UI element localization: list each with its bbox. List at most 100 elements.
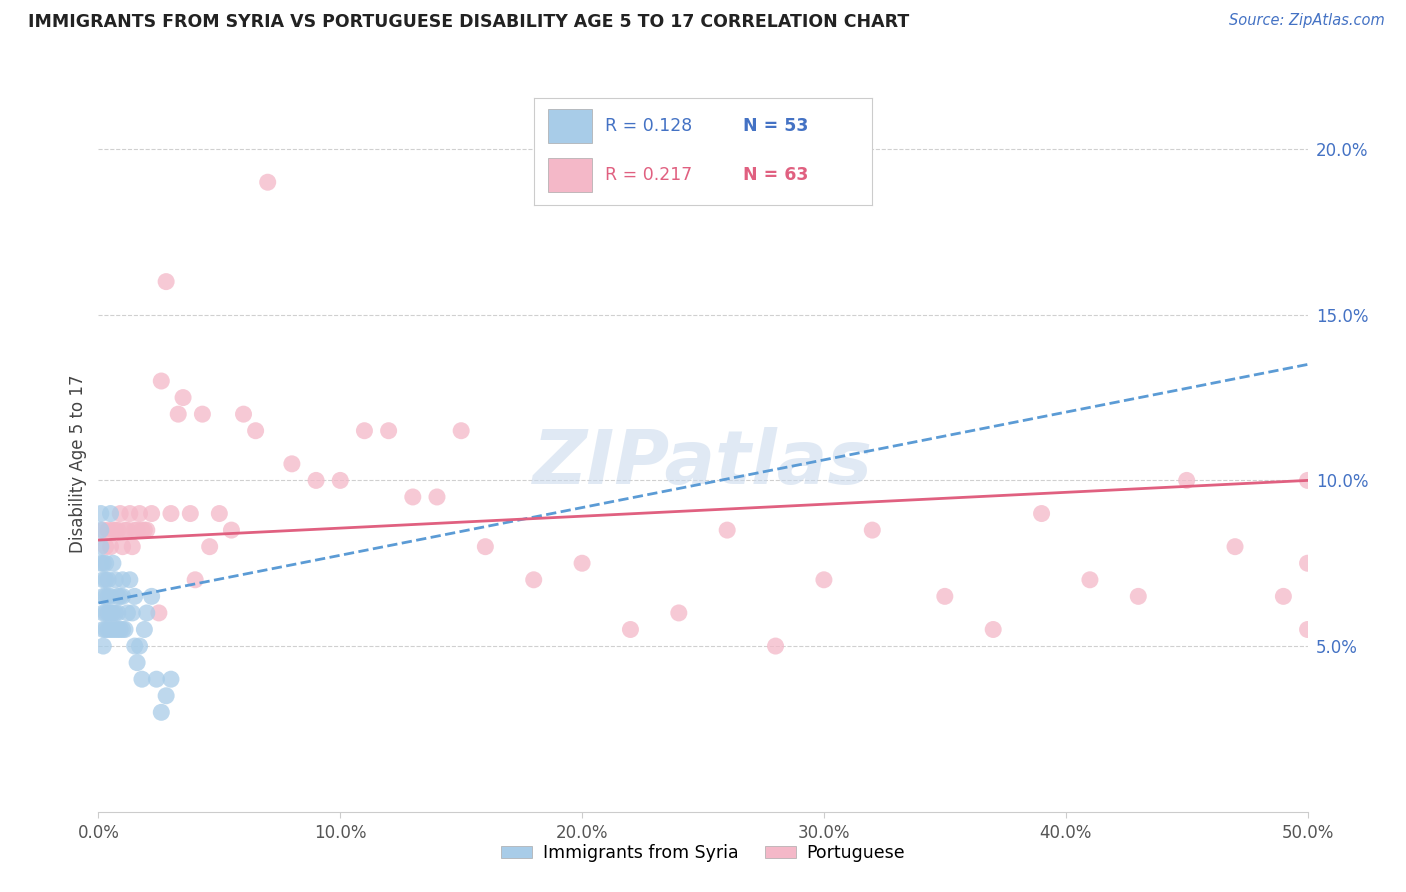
Point <box>145 672 167 686</box>
Point <box>716 523 738 537</box>
Point <box>104 523 127 537</box>
Point <box>107 590 129 604</box>
Point <box>91 623 114 637</box>
Point <box>90 523 112 537</box>
Point <box>108 623 131 637</box>
Point <box>160 672 183 686</box>
Y-axis label: Disability Age 5 to 17: Disability Age 5 to 17 <box>69 375 87 553</box>
Text: N = 63: N = 63 <box>744 166 808 184</box>
Point <box>329 474 352 488</box>
Point <box>208 507 231 521</box>
Point <box>474 540 496 554</box>
Point <box>934 590 956 604</box>
Point <box>90 540 112 554</box>
Point <box>127 523 149 537</box>
Point <box>256 175 278 189</box>
Point <box>668 606 690 620</box>
Point <box>426 490 449 504</box>
Point <box>108 590 131 604</box>
Point <box>124 523 146 537</box>
Point <box>111 540 134 554</box>
Point <box>101 606 124 620</box>
Point <box>107 523 129 537</box>
Point <box>221 523 243 537</box>
Point <box>141 590 163 604</box>
Point <box>134 523 156 537</box>
Point <box>232 407 254 421</box>
Point <box>100 606 122 620</box>
Text: Source: ZipAtlas.com: Source: ZipAtlas.com <box>1229 13 1385 29</box>
Point <box>104 573 127 587</box>
Point <box>97 623 120 637</box>
Point <box>101 523 124 537</box>
Point <box>155 275 177 289</box>
Point <box>150 374 173 388</box>
Point <box>91 523 114 537</box>
Point <box>117 606 139 620</box>
Text: N = 53: N = 53 <box>744 117 808 135</box>
Point <box>198 540 221 554</box>
Point <box>127 656 149 670</box>
Point <box>97 606 120 620</box>
Point <box>1296 474 1319 488</box>
Point <box>94 623 117 637</box>
Point <box>150 706 173 720</box>
Point <box>1031 507 1053 521</box>
Text: R = 0.217: R = 0.217 <box>605 166 692 184</box>
Point <box>619 623 641 637</box>
Point <box>981 623 1004 637</box>
Point <box>97 590 120 604</box>
Point <box>94 590 117 604</box>
Point <box>94 606 117 620</box>
Point <box>245 424 267 438</box>
Point <box>179 507 201 521</box>
Point <box>107 623 129 637</box>
Point <box>91 639 114 653</box>
Point <box>118 573 141 587</box>
Point <box>160 507 183 521</box>
Point <box>107 606 129 620</box>
Point <box>111 623 134 637</box>
Point <box>148 606 170 620</box>
Point <box>121 540 143 554</box>
Point <box>101 623 124 637</box>
Point <box>111 573 134 587</box>
Point <box>131 672 153 686</box>
Point <box>135 606 157 620</box>
Point <box>353 424 375 438</box>
Point <box>571 556 593 570</box>
Point <box>450 424 472 438</box>
Point <box>90 556 112 570</box>
Point <box>101 556 124 570</box>
Point <box>184 573 207 587</box>
Point <box>100 507 122 521</box>
Point <box>305 474 328 488</box>
Point <box>117 523 139 537</box>
Point <box>90 507 112 521</box>
Point <box>104 623 127 637</box>
Text: R = 0.128: R = 0.128 <box>605 117 692 135</box>
Point <box>1128 590 1150 604</box>
Point <box>141 507 163 521</box>
Point <box>111 590 134 604</box>
Point <box>167 407 190 421</box>
Point <box>94 556 117 570</box>
Point <box>100 623 122 637</box>
Point <box>91 556 114 570</box>
Point <box>91 590 114 604</box>
Point <box>860 523 883 537</box>
Bar <box>548 109 592 143</box>
Point <box>172 391 194 405</box>
Point <box>118 507 141 521</box>
Text: ZIPatlas: ZIPatlas <box>533 427 873 500</box>
Point <box>94 540 117 554</box>
Point <box>1078 573 1101 587</box>
Point <box>1272 590 1295 604</box>
Point <box>124 639 146 653</box>
Point <box>114 623 136 637</box>
Point <box>131 523 153 537</box>
Point <box>114 523 136 537</box>
Point <box>94 573 117 587</box>
Point <box>402 490 425 504</box>
Text: IMMIGRANTS FROM SYRIA VS PORTUGUESE DISABILITY AGE 5 TO 17 CORRELATION CHART: IMMIGRANTS FROM SYRIA VS PORTUGUESE DISA… <box>28 13 910 31</box>
